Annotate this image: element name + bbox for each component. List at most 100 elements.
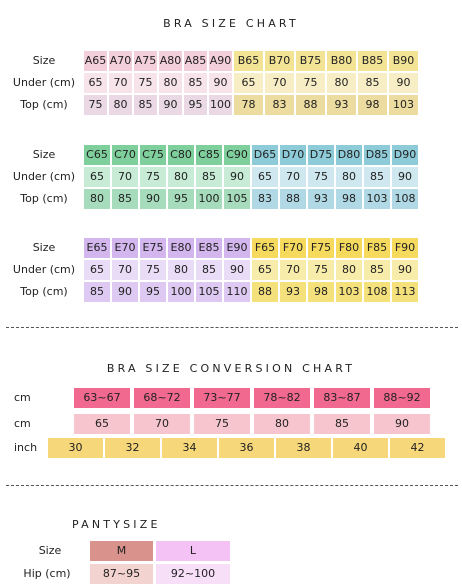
under-cell: 85: [364, 167, 390, 187]
panty-hip-l-cell: 92~100: [156, 564, 230, 584]
size-cell: A75: [134, 51, 157, 71]
panty-hip-label: Hip (cm): [23, 567, 71, 580]
under-cell: 90: [224, 260, 250, 280]
top-cell: 95: [168, 189, 194, 209]
size-cell: F70: [280, 238, 306, 258]
under-cell: 70: [112, 260, 138, 280]
size-cell: D80: [336, 145, 362, 165]
under-cell: 90: [389, 73, 418, 93]
under-cell: 75: [308, 260, 334, 280]
conversion-row-inch: inch 30 32 34 36 38 40 42: [0, 438, 462, 458]
under-cell: 65: [84, 260, 110, 280]
size-cell: A70: [109, 51, 132, 71]
size-cell: E70: [112, 238, 138, 258]
under-row: Under (cm) 65 70 75 80 85 90 65 70 75 80…: [6, 167, 418, 187]
top-cell: 95: [184, 95, 207, 115]
top-cell: 90: [112, 282, 138, 302]
row-label-under: Under (cm): [6, 73, 82, 93]
cm-range-cell: 78~82: [254, 388, 310, 408]
size-cell: E80: [168, 238, 194, 258]
bra-size-chart-title: BRA SIZE CHART: [163, 17, 299, 30]
cm-range-cell: 68~72: [134, 388, 190, 408]
top-cell: 100: [196, 189, 222, 209]
section-divider: [6, 485, 458, 486]
inch-cell: 36: [219, 438, 274, 458]
panty-size-title: PANTYSIZE: [72, 518, 161, 531]
under-cell: 80: [159, 73, 182, 93]
under-cell: 90: [224, 167, 250, 187]
top-cell: 103: [364, 189, 390, 209]
top-cell: 83: [252, 189, 278, 209]
top-cell: 105: [196, 282, 222, 302]
under-cell: 85: [358, 73, 387, 93]
top-cell: 90: [140, 189, 166, 209]
cm-cell: 75: [194, 414, 250, 434]
row-label-cm: cm: [14, 391, 31, 404]
under-cell: 90: [392, 167, 418, 187]
under-cell: 70: [265, 73, 294, 93]
under-cell: 90: [209, 73, 232, 93]
top-cell: 103: [389, 95, 418, 115]
row-label-top: Top (cm): [6, 282, 82, 302]
size-row: Size C65 C70 C75 C80 C85 C90 D65 D70 D75…: [6, 145, 418, 165]
panty-size-label: Size: [38, 544, 62, 557]
size-cell: D75: [308, 145, 334, 165]
size-cell: B80: [327, 51, 356, 71]
under-cell: 65: [252, 167, 278, 187]
under-cell: 80: [327, 73, 356, 93]
size-cell: A80: [159, 51, 182, 71]
conversion-row-cm-range: cm 63~67 68~72 73~77 78~82 83~87 88~92: [0, 388, 462, 408]
row-label-top: Top (cm): [6, 95, 82, 115]
size-cell: D85: [364, 145, 390, 165]
size-row: Size E65 E70 E75 E80 E85 E90 F65 F70 F75…: [6, 238, 418, 258]
size-cell: F90: [392, 238, 418, 258]
under-cell: 70: [109, 73, 132, 93]
size-cell: F65: [252, 238, 278, 258]
top-cell: 108: [392, 189, 418, 209]
size-cell: B85: [358, 51, 387, 71]
size-cell: A65: [84, 51, 107, 71]
top-cell: 103: [336, 282, 362, 302]
cm-range-cell: 73~77: [194, 388, 250, 408]
size-cell: D70: [280, 145, 306, 165]
size-cell: F80: [336, 238, 362, 258]
top-cell: 108: [364, 282, 390, 302]
size-cell: E90: [224, 238, 250, 258]
size-cell: A85: [184, 51, 207, 71]
size-cell: E75: [140, 238, 166, 258]
inch-cell: 30: [48, 438, 103, 458]
panty-hip-m-cell: 87~95: [90, 564, 153, 584]
cm-cell: 90: [374, 414, 430, 434]
under-cell: 70: [112, 167, 138, 187]
under-cell: 75: [296, 73, 325, 93]
top-cell: 93: [280, 282, 306, 302]
under-cell: 80: [336, 260, 362, 280]
size-cell: B90: [389, 51, 418, 71]
top-cell: 100: [209, 95, 232, 115]
top-cell: 100: [168, 282, 194, 302]
top-cell: 80: [84, 189, 110, 209]
top-cell: 95: [140, 282, 166, 302]
under-cell: 70: [280, 260, 306, 280]
under-row: Under (cm) 65 70 75 80 85 90 65 70 75 80…: [6, 260, 418, 280]
row-label-inch: inch: [14, 441, 38, 454]
under-cell: 75: [140, 260, 166, 280]
top-cell: 85: [84, 282, 110, 302]
size-cell: E65: [84, 238, 110, 258]
top-cell: 98: [358, 95, 387, 115]
under-cell: 70: [280, 167, 306, 187]
top-cell: 98: [336, 189, 362, 209]
top-cell: 88: [296, 95, 325, 115]
under-cell: 65: [234, 73, 263, 93]
inch-cell: 38: [276, 438, 331, 458]
under-cell: 75: [140, 167, 166, 187]
cm-cell: 80: [254, 414, 310, 434]
section-divider: [6, 327, 458, 328]
under-cell: 85: [364, 260, 390, 280]
top-cell: 85: [134, 95, 157, 115]
row-label-size: Size: [6, 51, 82, 71]
conversion-chart-title: BRA SIZE CONVERSION CHART: [106, 362, 356, 375]
under-row: Under (cm) 65 70 75 80 85 90 65 70 75 80…: [6, 73, 418, 93]
size-cell: C75: [140, 145, 166, 165]
row-label-size: Size: [6, 238, 82, 258]
